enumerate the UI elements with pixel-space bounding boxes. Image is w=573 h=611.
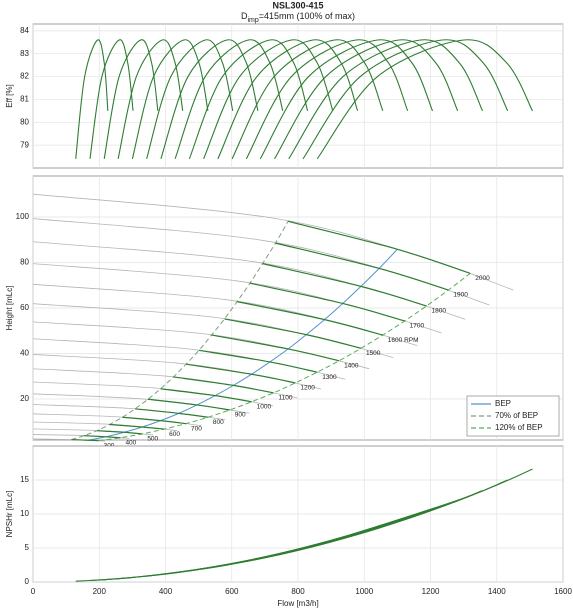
operating-curve xyxy=(249,282,405,322)
speed-label: 1300 xyxy=(322,374,337,381)
series-line xyxy=(131,39,209,159)
y-tick-label: 80 xyxy=(20,117,29,126)
y-tick-label: 40 xyxy=(20,349,29,358)
y-axis-label: Height [mLc] xyxy=(5,286,14,331)
y-tick-label: 84 xyxy=(20,26,29,35)
speed-label: 600 xyxy=(169,431,180,438)
operating-curve xyxy=(160,388,252,403)
speed-label: 1700 xyxy=(410,323,425,330)
y-tick-label: 15 xyxy=(20,475,29,484)
y-tick-label: 81 xyxy=(20,95,29,104)
x-tick-label: 1200 xyxy=(422,587,440,596)
speed-label: 1500 xyxy=(366,350,381,357)
operating-curve xyxy=(134,408,208,418)
operating-curve xyxy=(173,376,274,394)
series-line xyxy=(75,39,109,159)
y-tick-label: 0 xyxy=(25,577,30,586)
speed-label: 2000 xyxy=(475,275,490,282)
operating-curve xyxy=(83,435,121,439)
y-tick-label: 80 xyxy=(20,258,29,267)
subtitle-base: D xyxy=(241,11,248,21)
legend-label: 70% of BEP xyxy=(495,411,538,420)
speed-label: 1800 xyxy=(432,308,447,315)
series-line xyxy=(174,39,284,160)
bep-line xyxy=(71,221,289,441)
speed-label: 1000 xyxy=(257,403,272,410)
series-line xyxy=(217,39,359,160)
series-line xyxy=(188,39,309,160)
y-axis-label: NPSHr [mLc] xyxy=(5,491,14,538)
series-line xyxy=(89,39,134,159)
operating-curve xyxy=(275,242,449,291)
operating-curve xyxy=(211,334,340,362)
x-tick-label: 1400 xyxy=(488,587,506,596)
series-line xyxy=(160,39,259,160)
series-line xyxy=(317,468,533,547)
y-tick-label: 60 xyxy=(20,303,29,312)
x-tick-label: 1600 xyxy=(554,587,572,596)
operating-curve xyxy=(185,363,296,384)
chart-title: NSL300-415 xyxy=(272,0,323,10)
series-line xyxy=(117,39,184,159)
operating-curve xyxy=(287,220,471,274)
series-line xyxy=(203,39,334,160)
speed-label: 1600 RPM xyxy=(388,337,419,344)
speed-label: 800 xyxy=(213,419,224,426)
series-line xyxy=(245,39,409,160)
operating-curve xyxy=(109,423,165,430)
speed-label: 700 xyxy=(191,425,202,432)
operating-curve xyxy=(236,301,383,336)
y-axis-label: Eff [%] xyxy=(5,84,14,107)
chart-subtitle: Dimp=415mm (100% of max) xyxy=(241,11,355,23)
speed-label: 1200 xyxy=(300,385,315,392)
y-tick-label: 82 xyxy=(20,72,29,81)
operating-curve xyxy=(198,349,318,373)
series-line xyxy=(103,39,159,159)
series-line xyxy=(288,39,484,160)
y-tick-label: 5 xyxy=(25,543,30,552)
x-tick-label: 600 xyxy=(225,587,239,596)
y-tick-label: 20 xyxy=(20,394,29,403)
y-tick-label: 10 xyxy=(20,509,29,518)
operating-curve xyxy=(122,416,187,425)
series-line xyxy=(316,39,534,160)
x-axis-label: Flow [m3/h] xyxy=(277,599,318,608)
operating-curve xyxy=(147,398,230,411)
x-tick-label: 400 xyxy=(159,587,173,596)
series-line xyxy=(231,39,384,160)
series-line xyxy=(302,39,509,160)
speed-label: 1100 xyxy=(278,395,292,402)
x-tick-label: 0 xyxy=(31,587,36,596)
x-tick-label: 800 xyxy=(291,587,305,596)
speed-label: 400 xyxy=(125,439,136,446)
series-line xyxy=(274,39,459,160)
legend-label: 120% of BEP xyxy=(495,423,543,432)
series-line xyxy=(146,39,234,160)
operating-curve xyxy=(224,318,362,349)
y-tick-label: 83 xyxy=(20,49,29,58)
speed-label: 500 xyxy=(147,436,158,443)
x-tick-label: 200 xyxy=(93,587,107,596)
x-tick-label: 1000 xyxy=(355,587,373,596)
speed-label: 1900 xyxy=(453,292,468,299)
operating-curve xyxy=(96,430,143,435)
subtitle-rest: =415mm (100% of max) xyxy=(259,11,355,21)
legend-label: BEP xyxy=(495,399,511,408)
series-line xyxy=(259,39,433,160)
speed-label: 1400 xyxy=(344,363,359,370)
y-tick-label: 100 xyxy=(16,212,30,221)
subtitle-sub: imp xyxy=(247,17,258,24)
operating-curve xyxy=(71,438,99,442)
operating-curve xyxy=(262,263,427,307)
y-tick-label: 79 xyxy=(20,140,29,149)
speed-label: 900 xyxy=(235,412,246,419)
